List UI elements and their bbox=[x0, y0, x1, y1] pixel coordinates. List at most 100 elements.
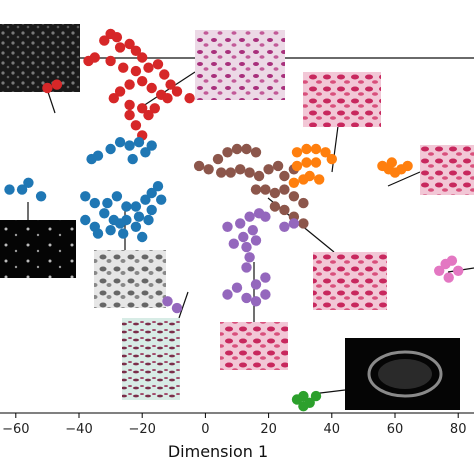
data-point bbox=[51, 79, 63, 90]
data-point bbox=[133, 211, 145, 222]
data-point bbox=[16, 184, 28, 195]
data-point bbox=[320, 147, 331, 158]
data-point bbox=[250, 296, 262, 307]
data-point bbox=[124, 79, 135, 90]
data-point bbox=[124, 140, 135, 151]
data-point bbox=[165, 79, 176, 90]
data-point bbox=[149, 103, 160, 114]
data-point bbox=[105, 55, 116, 67]
data-point bbox=[298, 218, 309, 229]
data-point bbox=[386, 157, 397, 168]
data-point bbox=[143, 214, 154, 226]
data-point bbox=[288, 191, 300, 202]
data-point bbox=[152, 59, 164, 70]
embryo-shape bbox=[367, 350, 443, 398]
data-point bbox=[137, 103, 148, 114]
data-point bbox=[260, 272, 271, 283]
data-point bbox=[143, 109, 154, 121]
x-tick-label: 80 bbox=[450, 422, 467, 437]
thumbnail-tissue bbox=[122, 318, 180, 400]
data-point bbox=[130, 201, 142, 212]
x-tick-label: −60 bbox=[2, 422, 29, 437]
data-point bbox=[124, 38, 135, 50]
data-point bbox=[130, 120, 142, 131]
x-axis-label: Dimension 1 bbox=[168, 442, 268, 461]
data-point bbox=[143, 62, 154, 73]
data-point bbox=[162, 296, 173, 307]
data-point bbox=[228, 238, 239, 249]
data-point bbox=[35, 191, 47, 202]
data-point bbox=[434, 265, 445, 276]
x-tick-label: 40 bbox=[324, 422, 341, 437]
data-point bbox=[111, 191, 123, 202]
data-point bbox=[92, 228, 104, 239]
data-point bbox=[301, 157, 312, 168]
x-tick-label: 60 bbox=[387, 422, 404, 437]
data-point bbox=[118, 228, 129, 239]
data-point bbox=[235, 164, 246, 175]
data-point bbox=[216, 167, 227, 178]
data-point bbox=[130, 221, 142, 232]
x-tick-label: −20 bbox=[128, 422, 155, 437]
thumbnail-red-cells bbox=[420, 145, 474, 195]
data-point bbox=[222, 147, 233, 158]
data-point bbox=[146, 140, 157, 151]
data-point bbox=[156, 194, 167, 205]
data-point bbox=[244, 211, 255, 222]
data-point bbox=[124, 109, 135, 121]
data-point bbox=[247, 225, 258, 236]
data-point bbox=[250, 279, 262, 290]
data-point bbox=[222, 289, 233, 300]
data-point bbox=[102, 197, 113, 209]
data-point bbox=[105, 225, 116, 236]
data-point bbox=[250, 184, 262, 195]
data-point bbox=[111, 32, 123, 43]
data-point bbox=[23, 177, 34, 188]
data-point bbox=[140, 147, 151, 158]
data-point bbox=[263, 164, 274, 175]
data-point bbox=[238, 231, 249, 243]
data-point bbox=[121, 201, 132, 212]
data-point bbox=[298, 197, 309, 209]
data-point bbox=[260, 184, 271, 195]
data-point bbox=[42, 82, 53, 94]
data-point bbox=[298, 401, 309, 412]
data-point bbox=[326, 153, 337, 165]
data-point bbox=[162, 93, 173, 104]
data-point bbox=[272, 160, 284, 172]
data-point bbox=[118, 62, 129, 73]
data-point bbox=[146, 187, 157, 199]
data-point bbox=[137, 52, 148, 63]
data-point bbox=[127, 153, 138, 165]
thumbnail-red-cells bbox=[220, 322, 288, 370]
thumbnail-dark-nuclei bbox=[0, 24, 80, 92]
data-point bbox=[159, 69, 170, 80]
thumbnail-dark-sparse bbox=[0, 220, 76, 278]
data-point bbox=[244, 167, 255, 178]
data-point bbox=[4, 184, 15, 195]
data-point bbox=[310, 143, 322, 155]
data-point bbox=[222, 221, 233, 232]
data-point bbox=[137, 231, 148, 243]
data-point bbox=[250, 235, 262, 246]
data-point bbox=[279, 221, 290, 232]
x-ticks: −60 −40 −20 0 20 40 60 80 bbox=[2, 413, 466, 437]
leader-line bbox=[178, 291, 189, 319]
data-point bbox=[80, 214, 91, 226]
x-tick-label: 20 bbox=[260, 422, 277, 437]
data-point bbox=[314, 174, 325, 185]
data-point bbox=[310, 157, 322, 168]
x-tick-label: 0 bbox=[201, 422, 209, 437]
data-point bbox=[241, 143, 252, 155]
data-point bbox=[184, 93, 195, 104]
data-point bbox=[288, 177, 300, 188]
data-point bbox=[137, 76, 148, 87]
data-point bbox=[291, 160, 303, 172]
thumbnail-red-cells bbox=[313, 252, 387, 310]
data-point bbox=[89, 52, 101, 63]
leader-line bbox=[331, 125, 339, 173]
data-point bbox=[279, 170, 290, 182]
data-point bbox=[146, 204, 157, 216]
x-tick-label: −40 bbox=[65, 422, 92, 437]
